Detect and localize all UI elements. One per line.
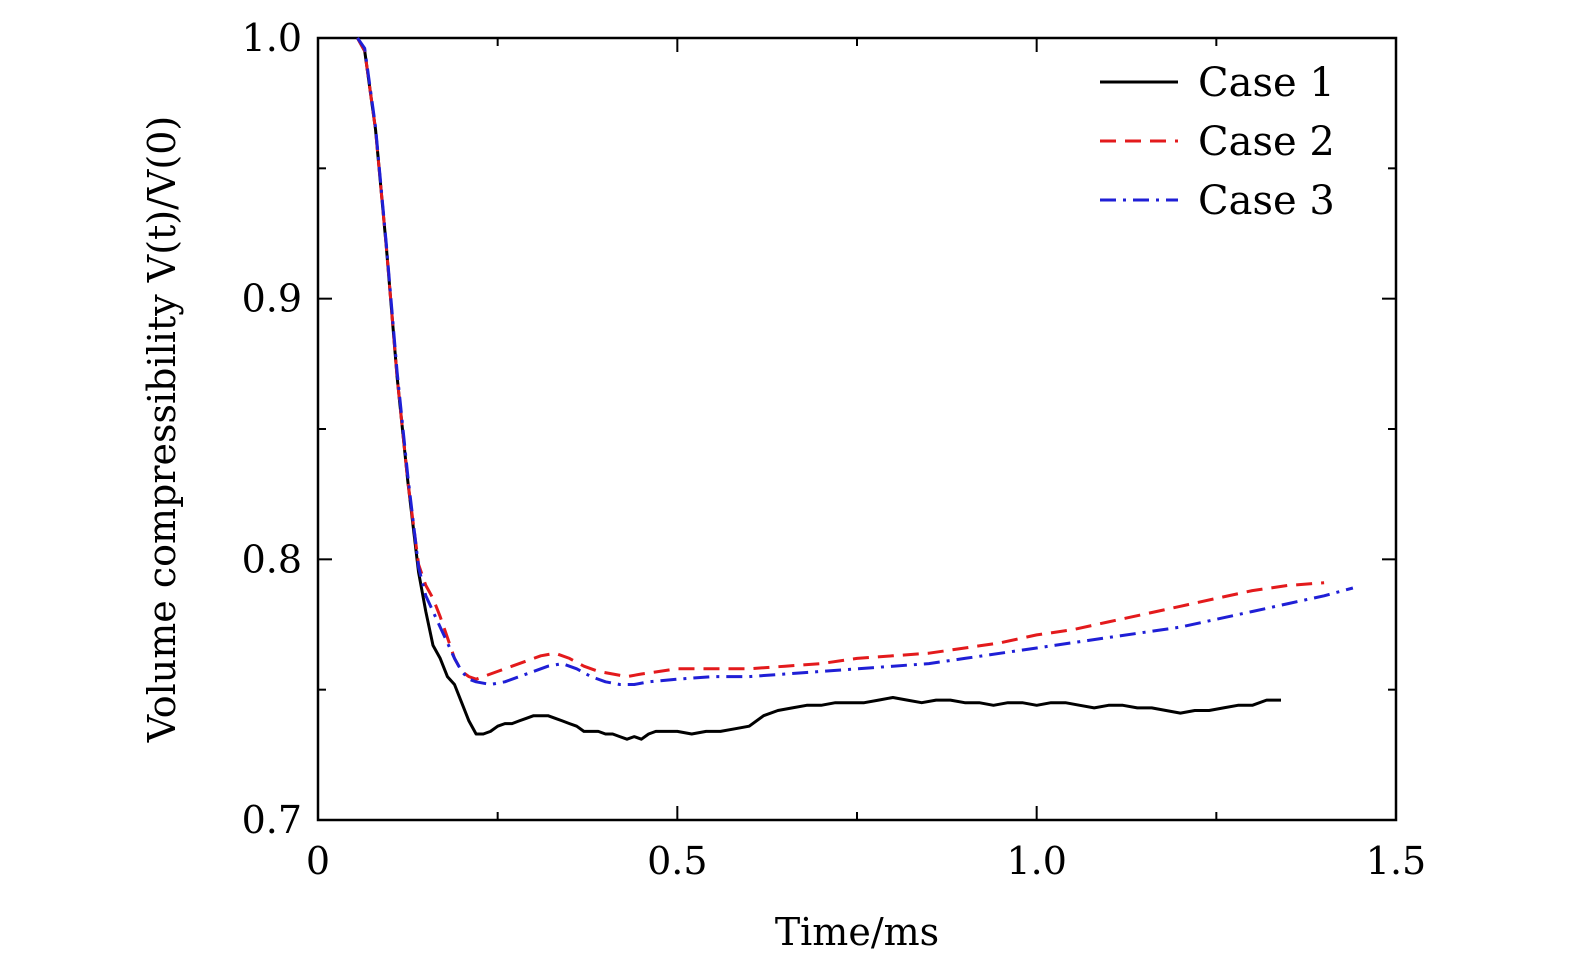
x-axis-title: Time/ms (775, 910, 939, 954)
y-axis-title: Volume compressibility V(t)/V(0) (140, 116, 184, 743)
y-tick-label: 0.8 (242, 537, 302, 581)
y-tick-label: 0.7 (242, 798, 302, 842)
y-tick-label: 0.9 (242, 277, 302, 321)
series-layer (356, 37, 1354, 741)
x-tick-label: 0 (306, 839, 330, 883)
x-tick-label: 0.5 (647, 839, 707, 883)
axis-ticks (317, 37, 1397, 821)
series-line-case-1 (356, 37, 1281, 741)
legend-label-case-3: Case 3 (1198, 178, 1335, 224)
x-tick-label: 1.5 (1366, 839, 1426, 883)
series-line-case-2 (356, 37, 1325, 681)
y-tick-label: 1.0 (242, 16, 302, 60)
x-tick-label: 1.0 (1006, 839, 1066, 883)
series-line-case-3 (356, 37, 1354, 686)
legend-label-case-2: Case 2 (1198, 119, 1335, 165)
legend-label-case-1: Case 1 (1198, 60, 1335, 106)
legend: Case 1 Case 2 Case 3 (1100, 60, 1335, 224)
axis-tick-labels: 0 0.5 1.0 1.5 0.7 0.8 0.9 1.0 (242, 16, 1427, 883)
